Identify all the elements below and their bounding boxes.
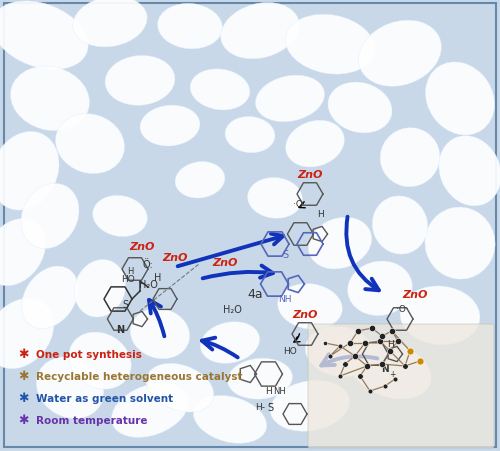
Ellipse shape bbox=[200, 322, 260, 364]
Ellipse shape bbox=[146, 364, 214, 412]
Text: Water as green solvent: Water as green solvent bbox=[36, 393, 173, 403]
Text: H: H bbox=[386, 340, 394, 349]
Text: One pot synthesis: One pot synthesis bbox=[36, 349, 142, 359]
Ellipse shape bbox=[74, 260, 126, 318]
Ellipse shape bbox=[69, 332, 131, 389]
Ellipse shape bbox=[130, 308, 190, 359]
Ellipse shape bbox=[22, 267, 78, 329]
Ellipse shape bbox=[286, 15, 374, 75]
Ellipse shape bbox=[328, 83, 392, 133]
Ellipse shape bbox=[105, 56, 175, 106]
Text: ZnO: ZnO bbox=[162, 253, 188, 262]
Text: H: H bbox=[127, 267, 133, 276]
Ellipse shape bbox=[36, 357, 104, 419]
Text: N: N bbox=[381, 365, 389, 374]
Ellipse shape bbox=[426, 63, 494, 136]
Ellipse shape bbox=[92, 196, 148, 237]
Text: ·O·: ·O· bbox=[396, 305, 408, 314]
Ellipse shape bbox=[358, 21, 442, 87]
Ellipse shape bbox=[21, 184, 79, 249]
Text: ✱: ✱ bbox=[18, 414, 28, 427]
Text: H-: H- bbox=[255, 403, 265, 412]
Ellipse shape bbox=[0, 299, 54, 369]
Ellipse shape bbox=[140, 106, 200, 147]
Ellipse shape bbox=[256, 76, 324, 122]
Ellipse shape bbox=[0, 219, 46, 286]
Ellipse shape bbox=[306, 327, 374, 377]
Ellipse shape bbox=[112, 383, 188, 437]
Ellipse shape bbox=[225, 117, 275, 153]
Text: S: S bbox=[282, 249, 288, 259]
Ellipse shape bbox=[56, 115, 124, 174]
Text: NH: NH bbox=[278, 295, 292, 304]
Text: H₂O: H₂O bbox=[222, 304, 242, 314]
Text: ✱: ✱ bbox=[18, 391, 28, 405]
Ellipse shape bbox=[278, 284, 342, 330]
Text: Ö:: Ö: bbox=[142, 259, 154, 269]
Ellipse shape bbox=[425, 207, 495, 280]
Ellipse shape bbox=[0, 132, 59, 211]
Text: Room temperature: Room temperature bbox=[36, 415, 148, 425]
Ellipse shape bbox=[0, 2, 88, 70]
Text: ZnO: ZnO bbox=[297, 170, 323, 179]
Ellipse shape bbox=[158, 5, 222, 50]
Text: ✱: ✱ bbox=[18, 370, 28, 382]
Text: Recyclable heterogeneous catalyst: Recyclable heterogeneous catalyst bbox=[36, 371, 242, 381]
Text: ZnO: ZnO bbox=[292, 309, 318, 319]
Ellipse shape bbox=[286, 121, 344, 168]
Ellipse shape bbox=[439, 136, 500, 207]
Text: ZnO: ZnO bbox=[129, 241, 155, 252]
Ellipse shape bbox=[380, 129, 440, 187]
Text: H: H bbox=[264, 387, 272, 396]
Text: ✱: ✱ bbox=[18, 348, 28, 361]
Ellipse shape bbox=[400, 286, 480, 345]
Text: HO: HO bbox=[283, 347, 297, 356]
Ellipse shape bbox=[175, 162, 225, 198]
Ellipse shape bbox=[228, 359, 292, 399]
Ellipse shape bbox=[10, 67, 90, 131]
Ellipse shape bbox=[73, 0, 147, 48]
Text: ZnO: ZnO bbox=[402, 290, 428, 299]
Ellipse shape bbox=[248, 178, 302, 219]
FancyBboxPatch shape bbox=[308, 324, 494, 448]
Text: H: H bbox=[154, 272, 162, 282]
Text: ·O: ·O bbox=[293, 200, 303, 209]
Text: HO: HO bbox=[121, 275, 135, 284]
Ellipse shape bbox=[372, 196, 428, 255]
Text: N: N bbox=[116, 324, 124, 334]
Text: 4a: 4a bbox=[247, 288, 263, 301]
Text: H: H bbox=[316, 210, 324, 219]
Text: NH: NH bbox=[272, 387, 285, 396]
Text: +: + bbox=[389, 370, 395, 379]
Ellipse shape bbox=[220, 4, 300, 60]
Ellipse shape bbox=[270, 381, 349, 431]
Text: H₂O: H₂O bbox=[138, 279, 158, 290]
Text: S: S bbox=[122, 299, 128, 309]
Ellipse shape bbox=[348, 262, 412, 316]
Text: S̈: S̈ bbox=[267, 402, 273, 412]
Ellipse shape bbox=[308, 218, 372, 269]
Ellipse shape bbox=[349, 341, 431, 399]
Ellipse shape bbox=[194, 396, 266, 443]
Text: ZnO: ZnO bbox=[212, 258, 238, 267]
Ellipse shape bbox=[190, 69, 250, 111]
